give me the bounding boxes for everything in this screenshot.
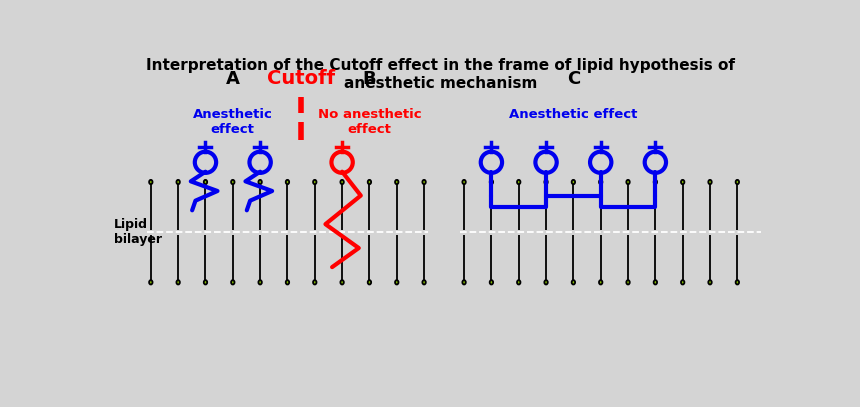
Ellipse shape <box>422 180 426 184</box>
Ellipse shape <box>341 180 344 184</box>
Ellipse shape <box>681 280 685 284</box>
Ellipse shape <box>176 180 180 184</box>
Ellipse shape <box>463 280 466 284</box>
Ellipse shape <box>231 280 235 284</box>
Text: No anesthetic
effect: No anesthetic effect <box>317 108 421 136</box>
Ellipse shape <box>735 180 739 184</box>
Ellipse shape <box>204 280 207 284</box>
Ellipse shape <box>709 180 712 184</box>
Ellipse shape <box>572 280 575 284</box>
Ellipse shape <box>463 180 466 184</box>
Ellipse shape <box>341 280 344 284</box>
Ellipse shape <box>654 180 657 184</box>
Ellipse shape <box>258 180 261 184</box>
Ellipse shape <box>258 280 261 284</box>
Text: Lipid
bilayer: Lipid bilayer <box>114 218 163 246</box>
Ellipse shape <box>626 180 630 184</box>
Ellipse shape <box>149 180 152 184</box>
Ellipse shape <box>395 280 398 284</box>
Ellipse shape <box>422 280 426 284</box>
Ellipse shape <box>517 280 520 284</box>
Ellipse shape <box>489 180 493 184</box>
Text: Interpretation of the Cutoff effect in the frame of lipid hypothesis of
anesthet: Interpretation of the Cutoff effect in t… <box>146 58 735 91</box>
Text: C: C <box>567 70 580 88</box>
Ellipse shape <box>313 180 316 184</box>
Ellipse shape <box>599 280 602 284</box>
Ellipse shape <box>599 180 602 184</box>
Ellipse shape <box>231 180 235 184</box>
Ellipse shape <box>368 280 372 284</box>
Ellipse shape <box>654 280 657 284</box>
Ellipse shape <box>544 280 548 284</box>
Text: A: A <box>226 70 240 88</box>
Ellipse shape <box>572 180 575 184</box>
Ellipse shape <box>544 180 548 184</box>
Ellipse shape <box>395 180 398 184</box>
Ellipse shape <box>313 280 316 284</box>
Ellipse shape <box>489 280 493 284</box>
Ellipse shape <box>735 280 739 284</box>
Ellipse shape <box>681 180 685 184</box>
Ellipse shape <box>626 280 630 284</box>
Text: Anesthetic
effect: Anesthetic effect <box>193 108 273 136</box>
Ellipse shape <box>286 180 289 184</box>
Ellipse shape <box>286 280 289 284</box>
Ellipse shape <box>204 180 207 184</box>
Text: B: B <box>363 70 376 88</box>
Ellipse shape <box>149 280 152 284</box>
Text: Cutoff: Cutoff <box>267 69 335 88</box>
Text: Anesthetic effect: Anesthetic effect <box>509 108 637 121</box>
Ellipse shape <box>709 280 712 284</box>
Ellipse shape <box>176 280 180 284</box>
Ellipse shape <box>368 180 372 184</box>
Ellipse shape <box>517 180 520 184</box>
